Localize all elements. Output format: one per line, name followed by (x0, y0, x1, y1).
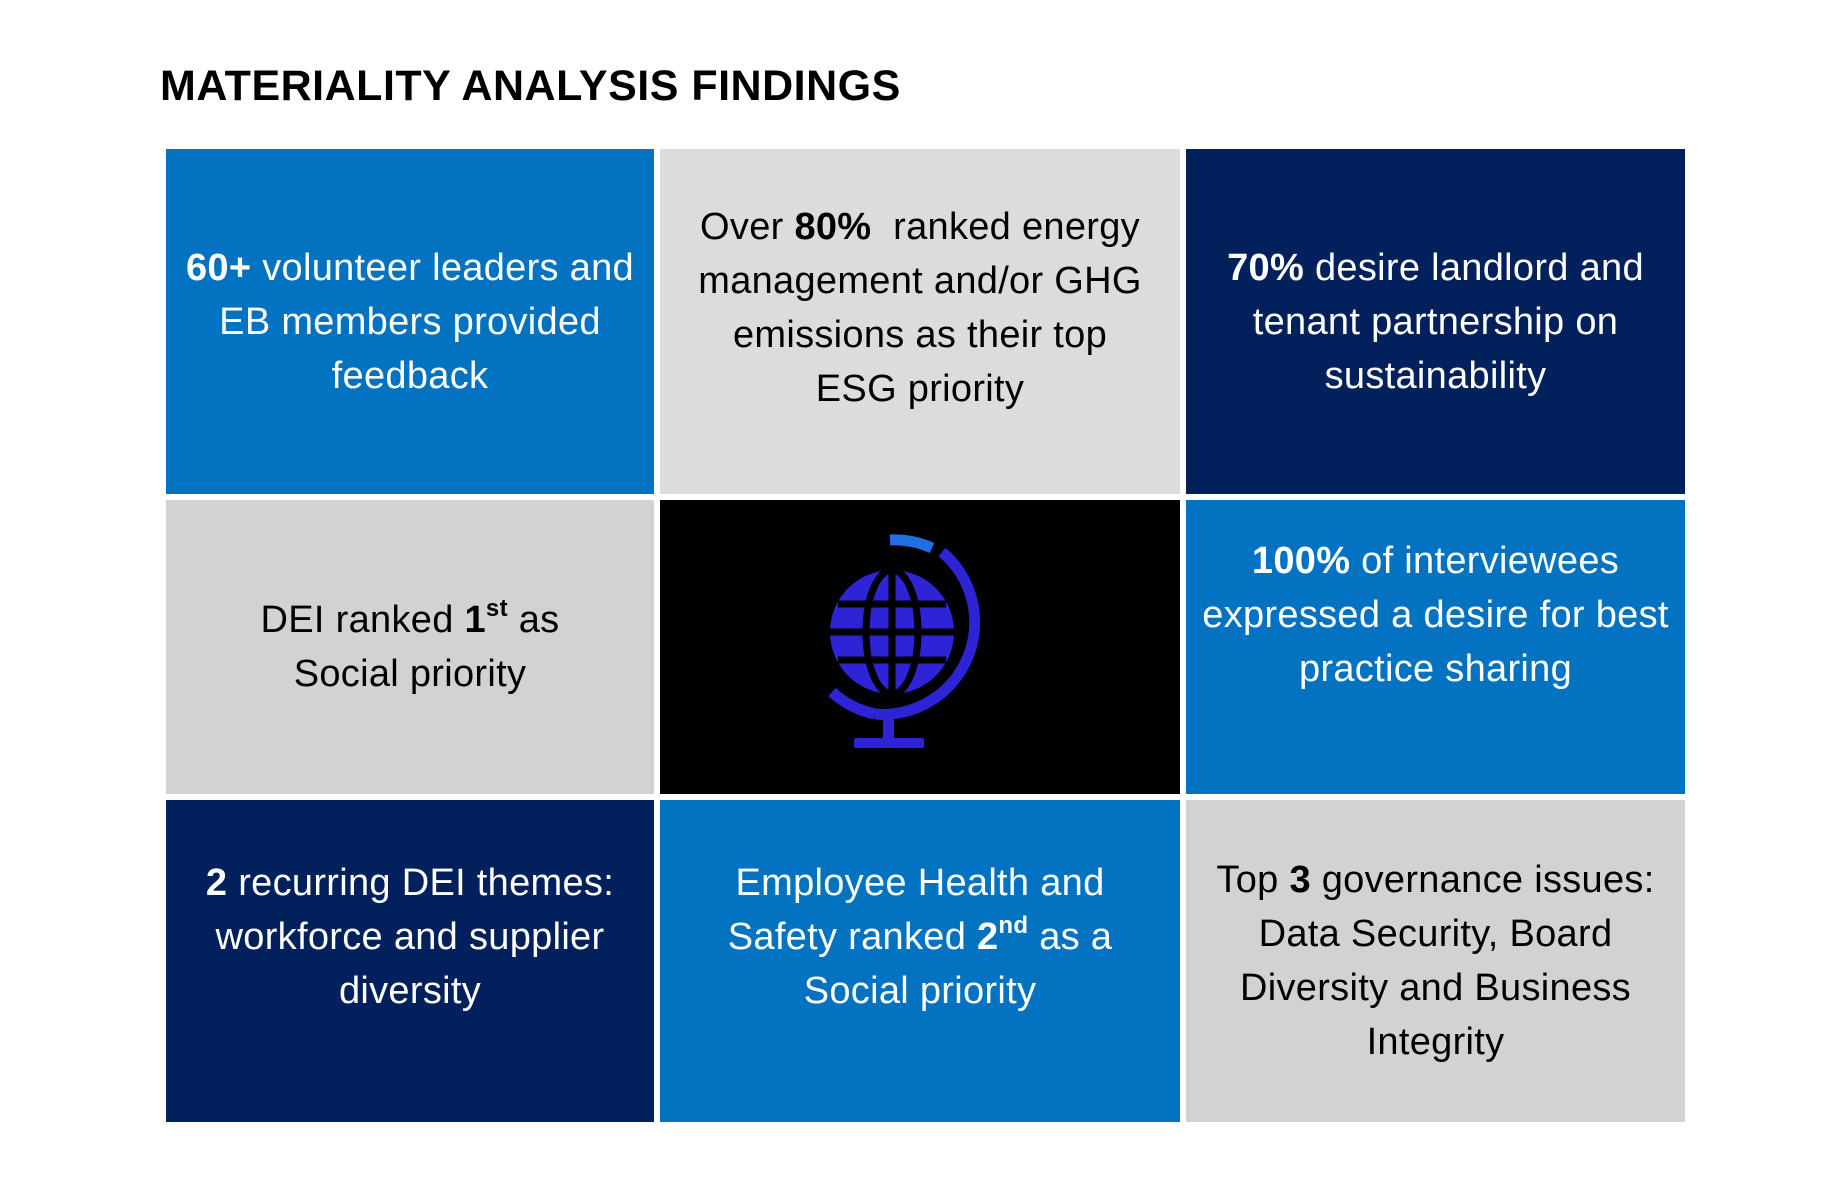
finding-landlord-tenant: 70% desire landlord and tenant partnersh… (1186, 149, 1685, 494)
finding-body: as a Social priority (803, 916, 1113, 1012)
finding-highlight: 2 (205, 862, 228, 904)
finding-highlight: 2 (976, 916, 999, 958)
finding-prefix: Employee Health and Safety ranked (727, 862, 1105, 958)
finding-dei-themes: 2 recurring DEI themes: workforce and su… (166, 800, 654, 1122)
finding-prefix: DEI ranked (260, 599, 465, 641)
finding-best-practice-sharing: 100% of interviewees expressed a desire … (1186, 500, 1685, 794)
finding-body: recurring DEI themes: workforce and supp… (215, 862, 615, 1012)
finding-text: 70% desire landlord and tenant partnersh… (1216, 241, 1655, 403)
finding-text: Employee Health and Safety ranked 2nd as… (676, 856, 1164, 1018)
finding-energy-priority: Over 80% ranked energy management and/or… (660, 149, 1180, 494)
finding-text: 100% of interviewees expressed a desire … (1200, 534, 1671, 696)
finding-text: 2 recurring DEI themes: workforce and su… (190, 856, 630, 1018)
finding-highlight: 70% (1227, 246, 1305, 289)
ordinal-suffix: st (485, 595, 508, 623)
finding-body: of interviewees expressed a desire for b… (1202, 540, 1669, 690)
finding-body: governance issues: Data Security, Board … (1240, 859, 1655, 1063)
finding-body: desire landlord and tenant partnership o… (1252, 246, 1644, 397)
finding-text: Over 80% ranked energy management and/or… (690, 200, 1150, 416)
finding-volunteer-feedback: 60+ volunteer leaders and EB members pro… (166, 149, 654, 494)
globe-panel (660, 500, 1180, 794)
finding-health-safety: Employee Health and Safety ranked 2nd as… (660, 800, 1180, 1122)
finding-text: DEI ranked 1st as Social priority (206, 593, 614, 701)
finding-dei-ranked-first: DEI ranked 1st as Social priority (166, 500, 654, 794)
finding-text: 60+ volunteer leaders and EB members pro… (184, 241, 636, 403)
finding-prefix: Over (700, 205, 795, 248)
ordinal-suffix: nd (998, 912, 1029, 940)
finding-governance-issues: Top 3 governance issues: Data Security, … (1186, 800, 1685, 1122)
findings-grid: 60+ volunteer leaders and EB members pro… (166, 149, 1685, 1122)
globe-stand (828, 534, 981, 748)
finding-prefix: Top (1216, 859, 1290, 901)
finding-text: Top 3 governance issues: Data Security, … (1216, 853, 1655, 1069)
page-title: MATERIALITY ANALYSIS FINDINGS (160, 62, 901, 110)
finding-body: volunteer leaders and EB members provide… (219, 246, 634, 397)
finding-body: as Social priority (293, 599, 560, 695)
finding-body: ranked energy management and/or GHG emis… (698, 205, 1153, 410)
finding-highlight: 100% (1251, 540, 1351, 582)
globe-sphere (830, 566, 954, 698)
finding-highlight: 3 (1289, 859, 1311, 901)
globe-icon (828, 534, 981, 748)
finding-highlight: 60+ (186, 246, 252, 289)
finding-highlight: 80% (794, 205, 872, 248)
finding-highlight: 1 (464, 599, 486, 641)
